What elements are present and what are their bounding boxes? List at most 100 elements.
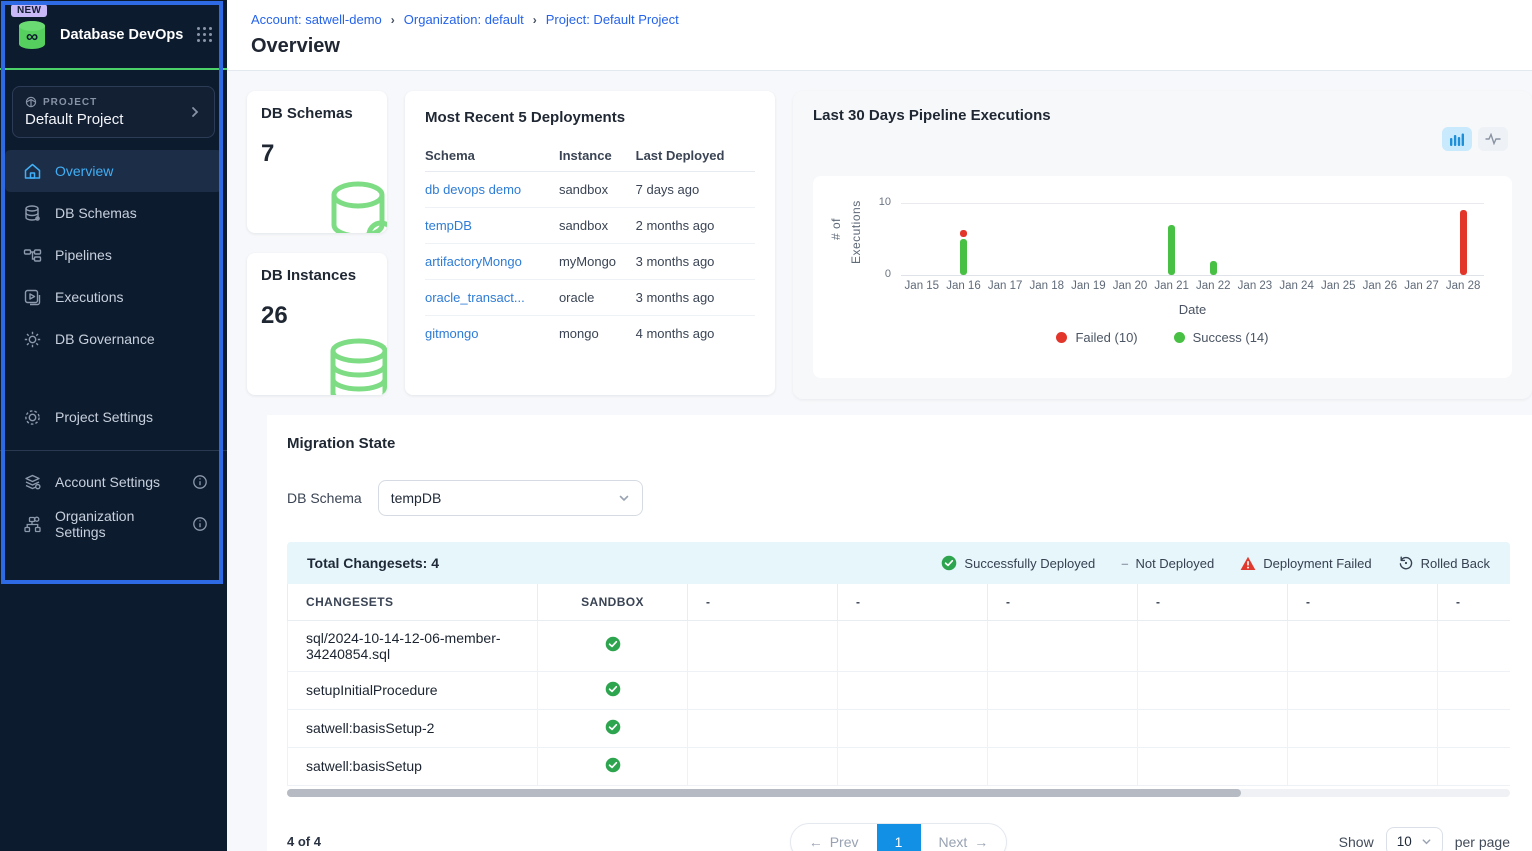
x-tick-label: Jan 27 — [1404, 280, 1439, 292]
scrollbar-thumb[interactable] — [287, 788, 1241, 797]
chart-legend-dot — [1056, 332, 1068, 343]
project-selector[interactable]: PROJECT Default Project — [12, 86, 215, 138]
empty-cell — [1137, 708, 1288, 748]
empty-cell — [1137, 670, 1288, 710]
line-chart-toggle-icon[interactable] — [1478, 127, 1508, 151]
schema-link[interactable]: gitmongo — [425, 326, 479, 341]
sidebar-item-db-schemas[interactable]: DB Schemas — [5, 192, 222, 234]
sidebar-item-account-settings[interactable]: Account Settings — [5, 461, 222, 503]
column-header-changesets: CHANGESETS — [287, 584, 538, 621]
x-axis-line — [901, 275, 1484, 276]
table-row: tempDB sandbox 2 months ago — [425, 207, 755, 244]
chevron-right-icon: › — [532, 12, 537, 27]
empty-cell — [1137, 746, 1288, 786]
db-schema-select[interactable]: tempDB — [377, 480, 643, 516]
empty-cell — [987, 746, 1138, 786]
per-page-select[interactable]: 10 — [1385, 827, 1443, 851]
chevron-right-icon: › — [390, 12, 395, 27]
pipeline-executions-card: Last 30 Days Pipeline Executions # of Ex… — [793, 91, 1532, 399]
bar-chart-toggle-icon[interactable] — [1442, 127, 1472, 151]
column-header-dash: - — [1437, 584, 1510, 621]
arrow-right-icon: → — [974, 833, 989, 850]
empty-cell — [1437, 619, 1510, 672]
column-header-dash: - — [1137, 584, 1288, 621]
nav-label: Account Settings — [55, 474, 161, 490]
column-header-dash: - — [837, 584, 988, 621]
x-tick-label: Jan 20 — [1112, 280, 1148, 292]
changeset-name: sql/2024-10-14-12-06-member-34240854.sql — [287, 619, 538, 672]
chart-title: Last 30 Days Pipeline Executions — [813, 107, 1051, 124]
pagination: ← Prev 1 Next → — [789, 822, 1008, 851]
empty-cell — [1287, 746, 1438, 786]
changeset-row: satwell:basisSetup-2 — [287, 708, 1510, 748]
schema-link[interactable]: db devops demo — [425, 182, 522, 197]
sidebar-item-organization-settings[interactable]: Organization Settings — [5, 503, 222, 545]
schema-link[interactable]: oracle_transact... — [425, 290, 525, 305]
content: DB Schemas 7 DB Instances 26 Most Recent… — [227, 71, 1532, 851]
table-row: oracle_transact... oracle 3 months ago — [425, 279, 755, 316]
info-icon[interactable] — [192, 516, 208, 532]
project-label: PROJECT — [43, 96, 98, 108]
next-button[interactable]: Next → — [921, 824, 1007, 851]
legend-item-failed: Failed (10) — [1056, 330, 1138, 345]
schema-link[interactable]: tempDB — [425, 218, 472, 233]
sidebar-item-pipelines[interactable]: Pipelines — [5, 234, 222, 276]
breadcrumb-project[interactable]: Project: Default Project — [545, 12, 679, 27]
page-1-button[interactable]: 1 — [876, 823, 921, 851]
empty-cell — [987, 708, 1138, 748]
prev-label: Prev — [829, 833, 859, 850]
bar-slot — [901, 203, 943, 275]
column-header-dash: - — [987, 584, 1138, 621]
nav-label: Project Settings — [55, 409, 154, 425]
sidebar-header: NEW ∞ Database DevOps — [0, 0, 227, 64]
arrow-left-icon: ← — [808, 833, 823, 850]
legend-successfully-deployed: Successfully Deployed — [941, 555, 1095, 571]
deployments-title: Most Recent 5 Deployments — [425, 109, 626, 126]
chart-legend: Failed (10) Success (14) — [813, 330, 1512, 345]
bar-segment-failed — [1459, 210, 1467, 275]
sidebar-item-db-governance[interactable]: DB Governance — [5, 318, 222, 360]
changeset-row: sql/2024-10-14-12-06-member-34240854.sql — [287, 619, 1510, 672]
horizontal-scrollbar — [287, 788, 1510, 797]
legend-label: Deployment Failed — [1263, 555, 1372, 571]
database-outline-icon — [321, 179, 387, 233]
chart-x-labels: Jan 15 Jan 16 Jan 17 Jan 18 Jan 19 Jan 20 Jan … — [901, 280, 1484, 292]
y-tick-label: 0 — [884, 268, 891, 280]
show-label: Show — [1338, 833, 1374, 850]
instance-cell: sandbox — [558, 207, 636, 244]
home-icon — [23, 162, 42, 181]
schema-link[interactable]: artifactoryMongo — [425, 254, 522, 269]
breadcrumb-account[interactable]: Account: satwell-demo — [251, 12, 382, 27]
changeset-name: satwell:basisSetup-2 — [287, 708, 538, 748]
sidebar-item-executions[interactable]: Executions — [5, 276, 222, 318]
changesets-table-wrap: CHANGESETS SANDBOX - - - - - - sql/2024- — [287, 584, 1510, 786]
page-header: Account: satwell-demo › Organization: de… — [227, 0, 1532, 71]
migration-title: Migration State — [287, 435, 396, 452]
success-check-icon — [605, 636, 620, 652]
empty-cell — [837, 670, 988, 710]
info-icon[interactable] — [192, 474, 208, 490]
legend-label: Success (14) — [1192, 330, 1269, 345]
empty-cell — [687, 670, 838, 710]
bar-segment-success — [1168, 225, 1176, 275]
empty-cell — [1437, 708, 1510, 748]
prev-button[interactable]: ← Prev — [791, 824, 877, 851]
gridline — [901, 203, 1484, 204]
last-deployed-cell: 2 months ago — [635, 207, 755, 244]
legend-deployment-failed: Deployment Failed — [1240, 555, 1372, 571]
last-deployed-cell: 3 months ago — [635, 243, 755, 280]
column-header-sandbox: SANDBOX — [537, 584, 688, 621]
bar-slot — [1317, 203, 1359, 275]
breadcrumb-organization[interactable]: Organization: default — [403, 12, 524, 27]
app-switcher-icon[interactable] — [197, 27, 213, 43]
table-footer: 4 of 4 ← Prev 1 Next → Show 10 — [287, 822, 1510, 851]
sidebar-item-overview[interactable]: Overview — [5, 150, 222, 192]
y-axis-label-line2: Executions — [849, 200, 863, 264]
db-schemas-card: DB Schemas 7 — [247, 91, 387, 233]
bar-slot — [1026, 203, 1068, 275]
x-tick-label: Jan 16 — [946, 280, 981, 292]
cube-icon — [25, 96, 37, 108]
project-name: Default Project — [25, 111, 124, 128]
success-check-icon — [605, 681, 620, 696]
sidebar-item-project-settings[interactable]: Project Settings — [5, 396, 222, 438]
